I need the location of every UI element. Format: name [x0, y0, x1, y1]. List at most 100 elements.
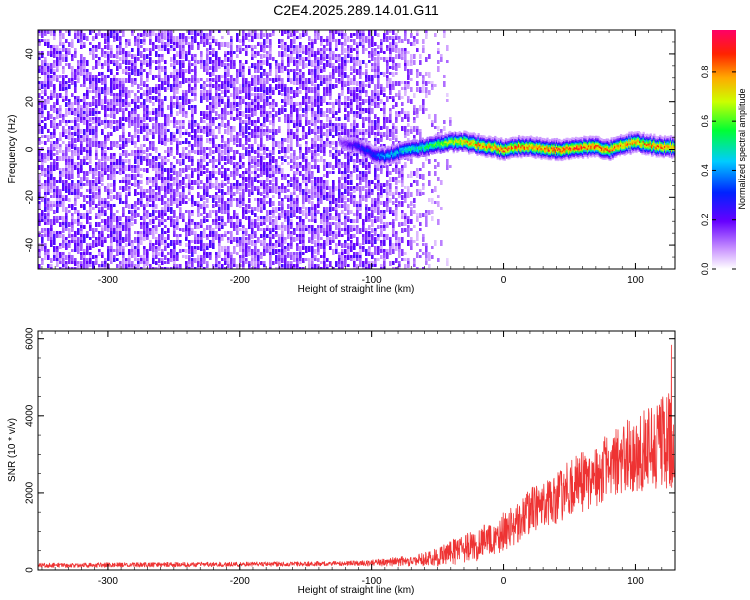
- heatmap-cell: [215, 225, 218, 229]
- heatmap-cell: [221, 195, 224, 200]
- heatmap-cell: [260, 108, 263, 112]
- heatmap-cell: [275, 243, 278, 248]
- heatmap-cell: [293, 267, 296, 269]
- heatmap-cell: [215, 237, 218, 240]
- heatmap-cell: [38, 234, 41, 237]
- heatmap-cell: [158, 222, 161, 227]
- heatmap-cell: [350, 45, 353, 48]
- heatmap-cell: [284, 210, 287, 215]
- heatmap-cell: [182, 105, 185, 108]
- heatmap-cell: [251, 111, 254, 115]
- heatmap-cell: [308, 60, 311, 66]
- heatmap-cell: [209, 90, 212, 95]
- heatmap-cell: [119, 195, 122, 200]
- heatmap-cell: [128, 243, 131, 246]
- heatmap-cell: [170, 249, 173, 254]
- heatmap-cell: [275, 177, 278, 183]
- heatmap-cell: [95, 54, 98, 58]
- heatmap-cell: [305, 174, 308, 177]
- heatmap-cell: [179, 63, 182, 66]
- heatmap-cell: [188, 216, 191, 221]
- heatmap-cell: [278, 51, 281, 57]
- heatmap-cell: [98, 99, 101, 102]
- heatmap-cell: [278, 39, 281, 44]
- heatmap-cell: [152, 183, 155, 187]
- heatmap-cell: [278, 249, 281, 253]
- heatmap-cell: [215, 165, 218, 168]
- heatmap-cell: [215, 195, 218, 200]
- heatmap-cell: [320, 228, 323, 233]
- heatmap-cell: [98, 249, 101, 252]
- heatmap-cell: [188, 228, 191, 231]
- heatmap-cell: [101, 162, 104, 168]
- heatmap-cell: [152, 126, 155, 129]
- heatmap-cell: [290, 48, 293, 52]
- heatmap-cell: [77, 264, 80, 269]
- heatmap-cell: [86, 78, 89, 81]
- heatmap-cell: [143, 129, 146, 132]
- heatmap-cell: [113, 87, 116, 90]
- heatmap-cell: [41, 120, 44, 123]
- heatmap-cell: [59, 261, 62, 264]
- heatmap-cell: [86, 171, 89, 176]
- heatmap-cell: [257, 147, 260, 151]
- heatmap-cell: [254, 132, 257, 137]
- heatmap-cell: [308, 45, 311, 49]
- heatmap-cell: [47, 168, 50, 171]
- heatmap-cell: [62, 150, 65, 155]
- heatmap-cell: [110, 249, 113, 254]
- heatmap-cell: [50, 228, 53, 231]
- heatmap-cell: [110, 114, 113, 118]
- heatmap-cell: [173, 264, 176, 268]
- heatmap-cell: [149, 222, 152, 225]
- heatmap-cell: [107, 249, 110, 255]
- heatmap-cell: [230, 183, 233, 186]
- heatmap-cell: [104, 201, 107, 206]
- heatmap-cell: [38, 66, 41, 71]
- heatmap-cell: [347, 186, 350, 191]
- heatmap-cell: [269, 168, 272, 171]
- heatmap-cell: [299, 75, 302, 78]
- heatmap-cell: [161, 177, 164, 181]
- heatmap-cell: [296, 129, 299, 132]
- heatmap-cell: [164, 159, 167, 164]
- heatmap-cell: [194, 234, 197, 237]
- heatmap-cell: [101, 63, 104, 68]
- heatmap-cell: [155, 129, 158, 134]
- heatmap-cell: [314, 219, 317, 223]
- heatmap-cell: [227, 150, 230, 154]
- heatmap-cell: [119, 147, 122, 150]
- heatmap-cell: [152, 102, 155, 106]
- heatmap-cell: [194, 108, 197, 114]
- heatmap-cell: [122, 162, 125, 166]
- heatmap-cell: [194, 87, 197, 91]
- heatmap-cell: [311, 96, 314, 102]
- heatmap-cell: [251, 165, 254, 168]
- heatmap-cell: [326, 174, 329, 178]
- heatmap-cell: [281, 66, 284, 71]
- heatmap-cell: [134, 111, 137, 116]
- heatmap-cell: [332, 222, 335, 225]
- heatmap-cell: [251, 30, 254, 33]
- heatmap-cell: [74, 111, 77, 116]
- heatmap-cell: [158, 93, 161, 96]
- heatmap-cell: [197, 162, 200, 166]
- heatmap-cell: [173, 138, 176, 142]
- heatmap-cell: [260, 234, 263, 238]
- heatmap-cell: [110, 216, 113, 219]
- heatmap-cell: [110, 105, 113, 108]
- heatmap-cell: [41, 99, 44, 103]
- heatmap-cell: [296, 201, 299, 206]
- heatmap-cell: [59, 30, 62, 35]
- heatmap-cell: [125, 105, 128, 108]
- heatmap-cell: [110, 153, 113, 159]
- heatmap-cell: [311, 69, 314, 74]
- heatmap-cell: [332, 216, 335, 220]
- heatmap-cell: [47, 147, 50, 152]
- heatmap-cell: [101, 204, 104, 208]
- heatmap-cell: [110, 237, 113, 243]
- heatmap-cell: [188, 213, 191, 217]
- heatmap-cell: [179, 84, 182, 88]
- heatmap-cell: [110, 231, 113, 234]
- heatmap-cell: [77, 156, 80, 160]
